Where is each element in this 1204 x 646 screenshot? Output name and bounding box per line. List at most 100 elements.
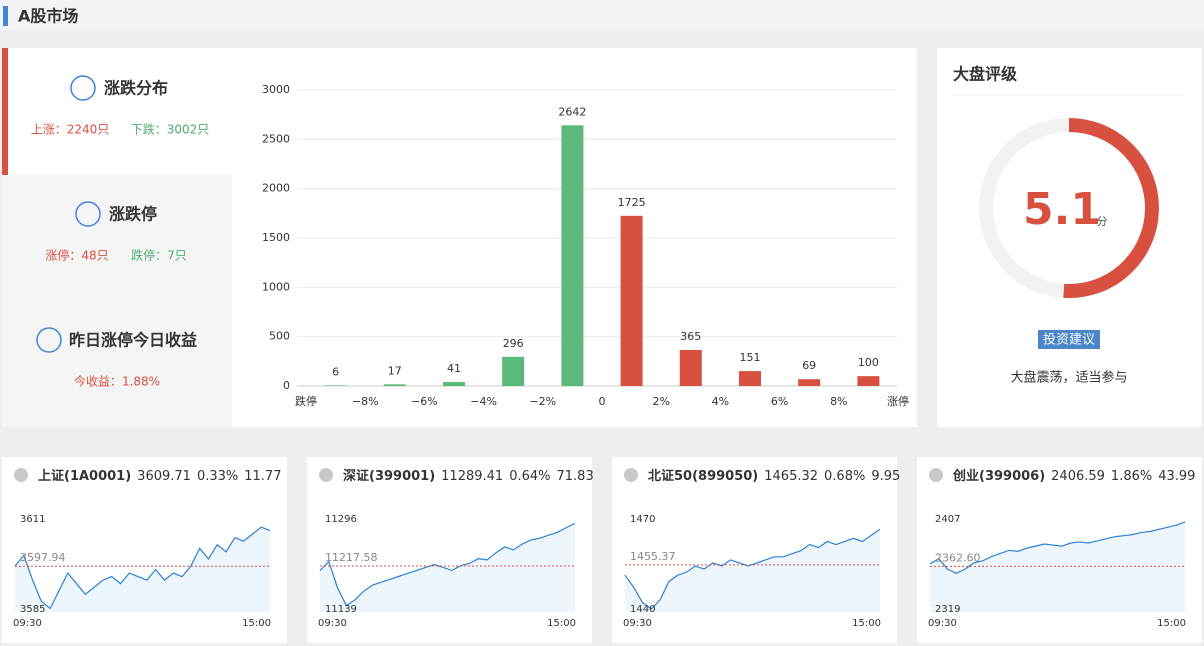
y-tick-label: 1500 (262, 231, 290, 244)
y-tick-label: 2500 (262, 132, 290, 145)
x-tick-label: 15:00 (1157, 618, 1186, 629)
x-tick-label: 15:00 (547, 618, 576, 629)
index-name: 创业(399006) (952, 468, 1045, 484)
down-count: 下跌：3002只 (131, 122, 210, 137)
x-tick-label: −4% (470, 395, 497, 408)
yield-icon (36, 327, 62, 353)
line-area (625, 529, 880, 612)
data-label: 296 (503, 337, 524, 350)
x-tick-label: 4% (712, 395, 729, 408)
clock-icon (14, 468, 28, 482)
clock-icon (929, 468, 943, 482)
bar (857, 376, 880, 386)
rating-panel (937, 48, 1202, 427)
index-stat: 11289.41 (441, 469, 503, 484)
index-stat: 9.95 (871, 469, 900, 484)
index-name: 深证(399001) (343, 468, 435, 484)
bar (679, 349, 702, 386)
x-tick-label: 15:00 (242, 618, 271, 629)
section-title[interactable]: 涨跌分布 (104, 79, 168, 98)
y-tick-label: 2319 (935, 604, 960, 615)
y-tick-label: 1000 (262, 280, 290, 293)
section-title[interactable]: 涨跌停 (109, 205, 157, 224)
reference-label: 2362.60 (935, 551, 981, 564)
distribution-icon (70, 75, 96, 101)
bar (324, 385, 347, 386)
header-bar (0, 0, 1204, 30)
y-tick-label: 11296 (325, 514, 357, 525)
header-accent (3, 6, 8, 26)
line-area (320, 523, 575, 612)
index-header: 创业(399006) 2406.59 1.86% 43.99 (952, 468, 1195, 484)
x-tick-label: −8% (352, 395, 379, 408)
data-label: 1725 (618, 196, 646, 209)
advice-badge (1038, 330, 1100, 349)
y-tick-label: 11139 (325, 604, 357, 615)
summary-inactive (2, 175, 232, 427)
reference-label: 3597.94 (20, 551, 66, 564)
y-tick-label: 2407 (935, 514, 960, 525)
data-label: 69 (802, 359, 816, 372)
score: 5.1 (1023, 184, 1101, 235)
advice-badge-text: 投资建议 (1043, 332, 1095, 348)
line-area (15, 527, 270, 612)
reference-label: 1455.37 (630, 550, 676, 563)
line (929, 521, 1186, 574)
bar (798, 379, 821, 386)
data-label: 6 (332, 365, 339, 378)
x-tick-label: 跌停 (295, 394, 317, 408)
index-name: 上证(1A0001) (38, 469, 131, 484)
index-stat: 1.86% (1111, 469, 1152, 484)
x-tick-label: −6% (411, 395, 438, 408)
x-tick-label: 6% (771, 395, 788, 408)
y-tick-label: 1470 (630, 514, 655, 525)
data-label: 41 (447, 362, 461, 375)
bar (561, 125, 584, 387)
x-tick-label: 8% (830, 395, 847, 408)
limit-icon (75, 201, 101, 227)
data-label: 100 (858, 356, 879, 369)
y-tick-label: 3585 (20, 604, 45, 615)
reference-label: 11217.58 (325, 551, 378, 564)
data-label: 151 (740, 351, 761, 364)
x-tick-label: 15:00 (852, 618, 881, 629)
limit-down: 跌停：7只 (131, 248, 187, 263)
index-stat: 11.77 (244, 469, 281, 484)
clock-icon (624, 468, 638, 482)
index-stat: 43.99 (1158, 469, 1195, 484)
index-stat: 0.64% (509, 469, 550, 484)
x-tick-label: 09:30 (13, 618, 42, 629)
index-header: 上证(1A0001) 3609.71 0.33% 11.77 (38, 469, 281, 484)
x-tick-label: −2% (529, 395, 556, 408)
score-unit: 分 (1097, 215, 1108, 228)
yield: 今收益：1.88% (74, 374, 160, 389)
index-stat: 0.33% (197, 469, 238, 484)
up-count: 上涨：2240只 (31, 122, 110, 137)
page-title: A股市场 (18, 7, 78, 26)
x-tick-label: 涨停 (887, 394, 909, 408)
index-header: 北证50(899050) 1465.32 0.68% 9.95 (648, 469, 900, 484)
line (319, 522, 576, 607)
index-stat: 71.83 (557, 469, 594, 484)
data-label: 365 (680, 330, 701, 343)
bar (443, 381, 465, 386)
y-tick-label: 500 (269, 330, 290, 343)
bar (739, 371, 761, 386)
y-tick-label: 3000 (262, 83, 290, 96)
data-label: 17 (388, 364, 402, 377)
bar (383, 384, 406, 386)
index-name: 北证50(899050) (648, 469, 758, 484)
index-stat: 1465.32 (764, 469, 818, 484)
active-indicator (2, 48, 8, 175)
gauge-arc (1063, 118, 1159, 298)
section-title[interactable]: 昨日涨停今日收益 (69, 331, 197, 350)
line-area (930, 522, 1185, 612)
x-tick-label: 09:30 (318, 618, 347, 629)
y-tick-label: 0 (283, 379, 290, 392)
line (14, 526, 271, 610)
line (624, 528, 881, 610)
index-stat: 0.68% (824, 469, 865, 484)
x-tick-label: 09:30 (928, 618, 957, 629)
